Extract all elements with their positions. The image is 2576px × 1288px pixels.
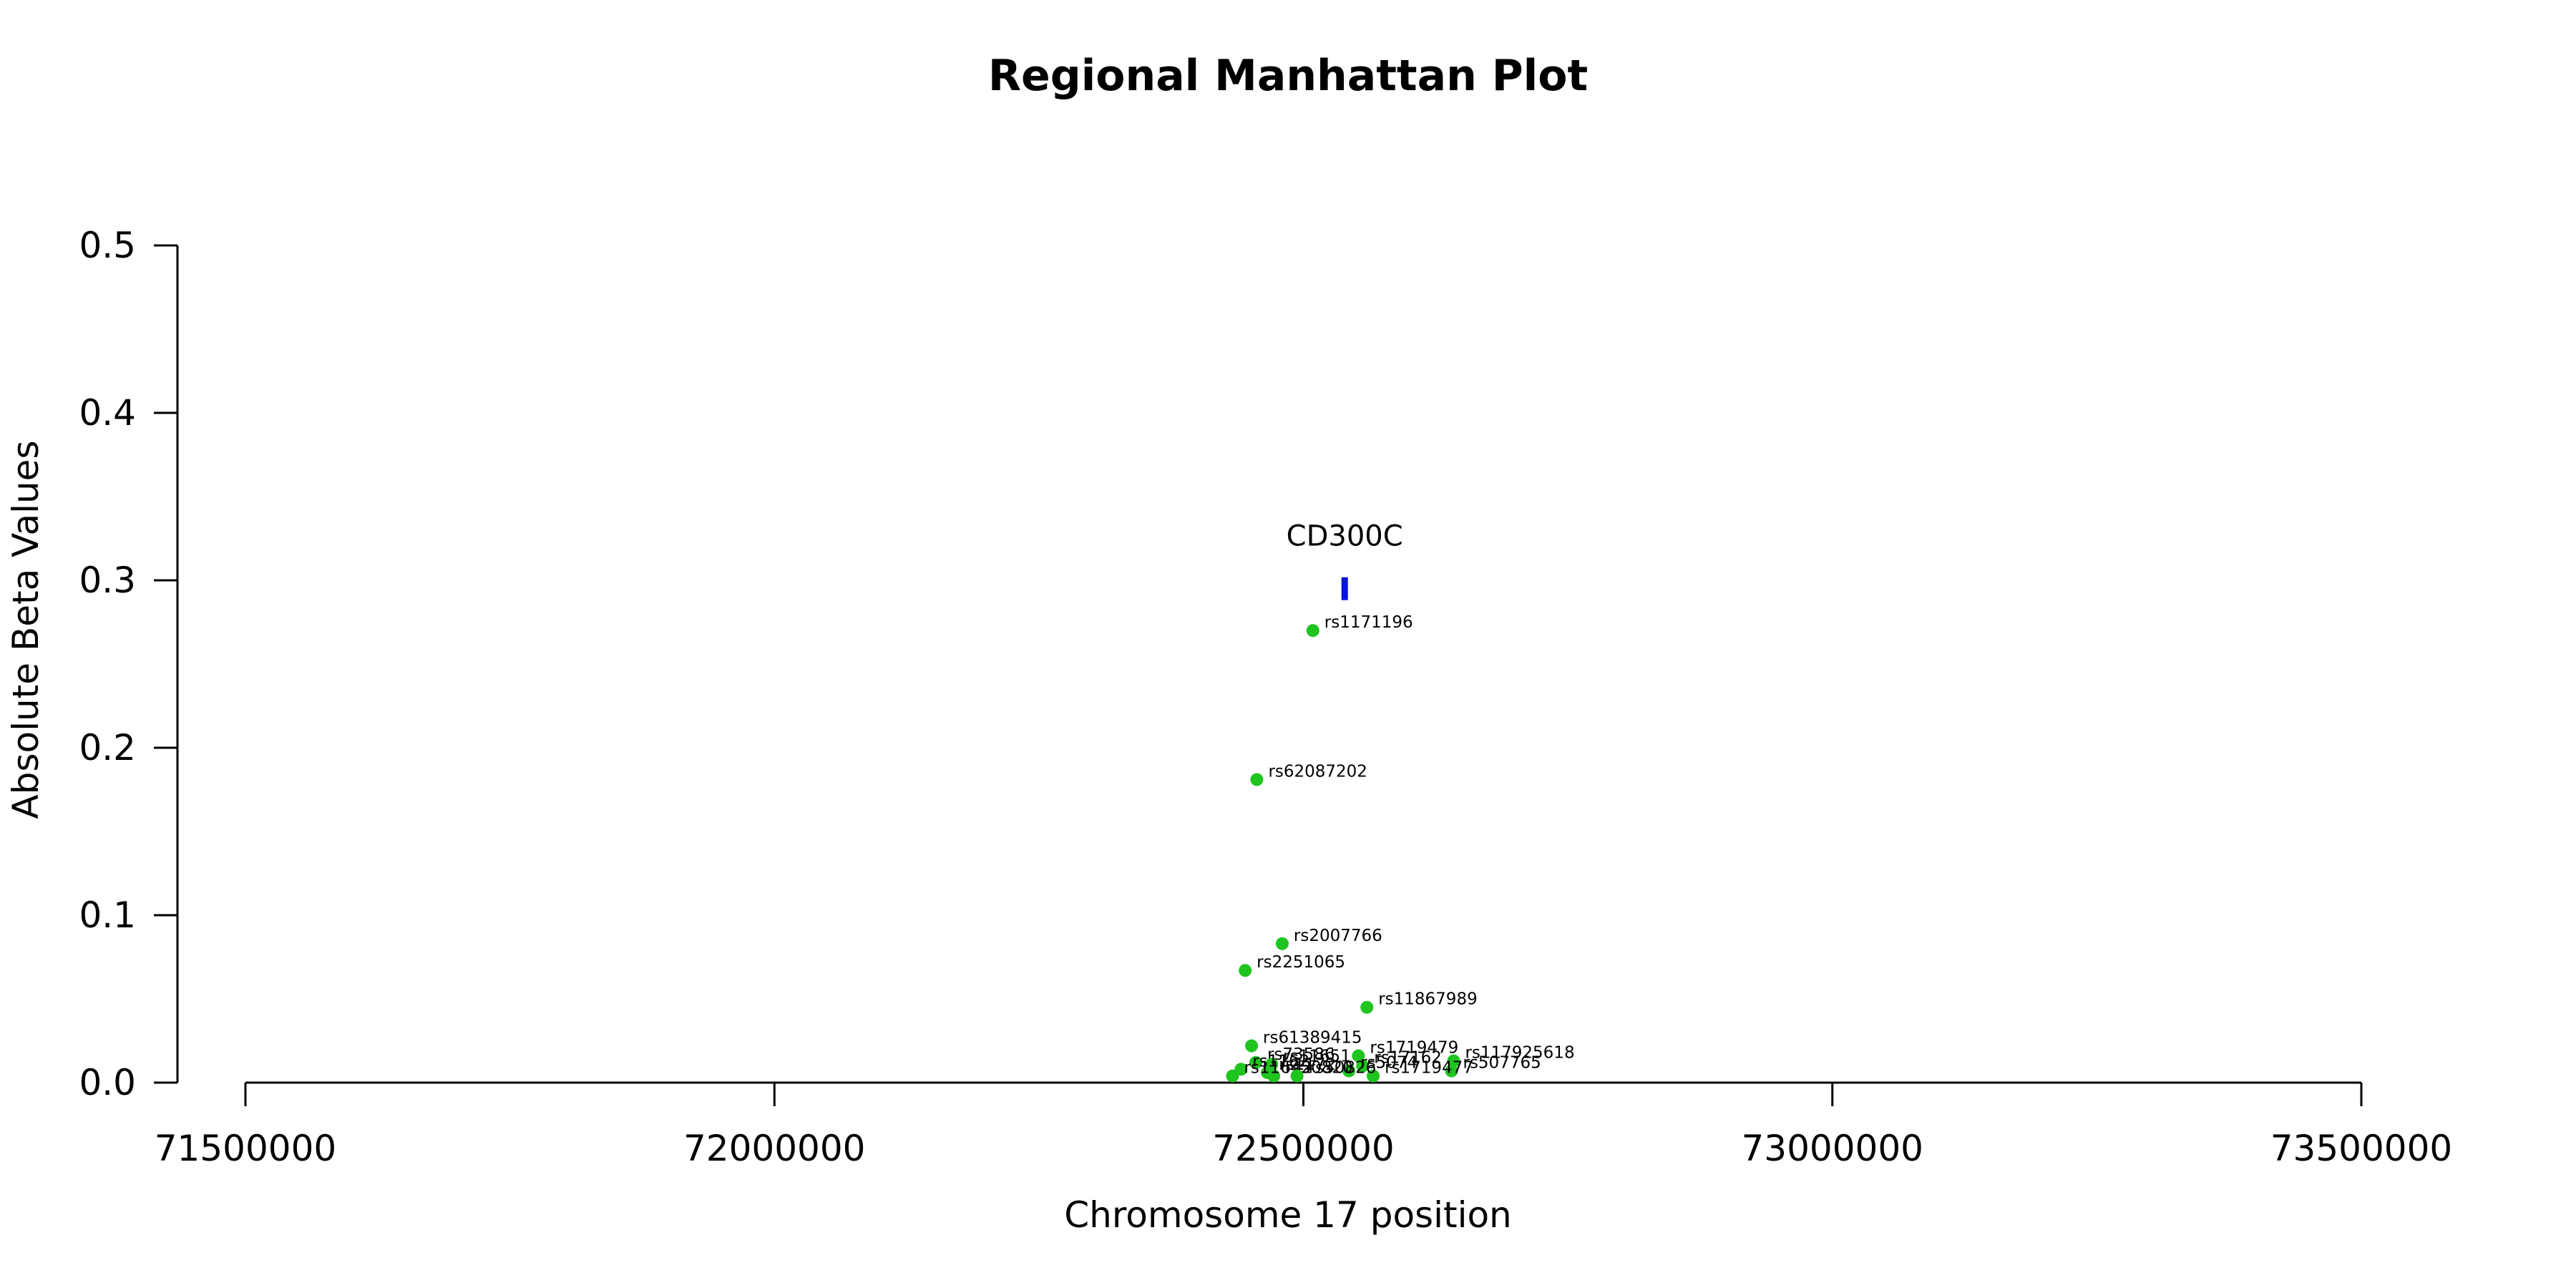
x-axis-label: Chromosome 17 position [1064,1194,1512,1236]
snp-label: rs61389415 [1263,1029,1362,1048]
snp-label: rs1719477 [1385,1059,1473,1078]
y-tick-label: 0.4 [79,392,136,434]
snp-point [1360,1000,1374,1014]
x-tick-label: 73500000 [2270,1128,2453,1169]
y-tick-label: 0.0 [79,1062,136,1103]
snp-point [1447,1054,1460,1068]
snp-point [1445,1064,1458,1078]
gene-marker [1341,577,1348,600]
x-tick-label: 72000000 [683,1128,866,1169]
snp-label: rs2007766 [1294,927,1382,945]
x-tick-label: 73000000 [1742,1128,1924,1169]
y-tick-label: 0.2 [79,727,136,769]
snp-point [1290,1069,1304,1083]
snp-label: rs11651 [1283,1047,1351,1065]
snp-label: rs73586 [1267,1045,1335,1064]
snp-point [1356,1059,1370,1073]
snp-label: rs17162 [1374,1049,1442,1068]
x-tick-label: 72500000 [1212,1128,1395,1169]
snp-label: rs1162 [1252,1052,1309,1070]
snp-point [1275,937,1289,950]
snp-point [1367,1069,1380,1083]
snp-label: rs2251065 [1257,953,1345,972]
snp-point [1306,624,1319,638]
gene-label: CD300C [1287,520,1403,553]
y-tick-label: 0.3 [79,560,136,601]
snp-point [1245,1039,1259,1053]
points-layer: rs1171196 rs62087202 rs2007766 rs2251065 rs1… [1226,613,1575,1083]
y-tick-label: 0.5 [79,225,136,266]
snp-point [1267,1069,1281,1083]
chart-title: Regional Manhattan Plot [988,51,1588,101]
snp-label: rs1171196 [1324,613,1413,632]
y-axis-label: Absolute Beta Values [5,441,47,819]
snp-point [1250,773,1264,786]
axes: 0.0 0.1 0.2 0.3 0.4 0.5 71500000 72000000 725000… [79,225,2452,1169]
gene-layer: CD300C [1287,520,1403,600]
snp-label: rs11867989 [1378,990,1478,1009]
snp-point [1249,1055,1262,1069]
snp-label: rs62087202 [1268,762,1367,781]
y-tick-label: 0.1 [79,894,136,936]
snp-point [1342,1064,1356,1078]
snp-point [1239,964,1252,977]
snp-point [1226,1069,1239,1083]
snp-point [1352,1049,1365,1063]
snp-label: rs1719479 [1370,1039,1458,1058]
snp-label: rs5074 [1360,1054,1418,1073]
snp-label: rs50826 [1309,1059,1377,1078]
snp-label: rs507765 [1463,1054,1541,1073]
snp-label: rs117925618 [1465,1044,1574,1063]
snp-label: rs1172 [1279,1055,1336,1074]
x-tick-label: 71500000 [155,1128,337,1169]
